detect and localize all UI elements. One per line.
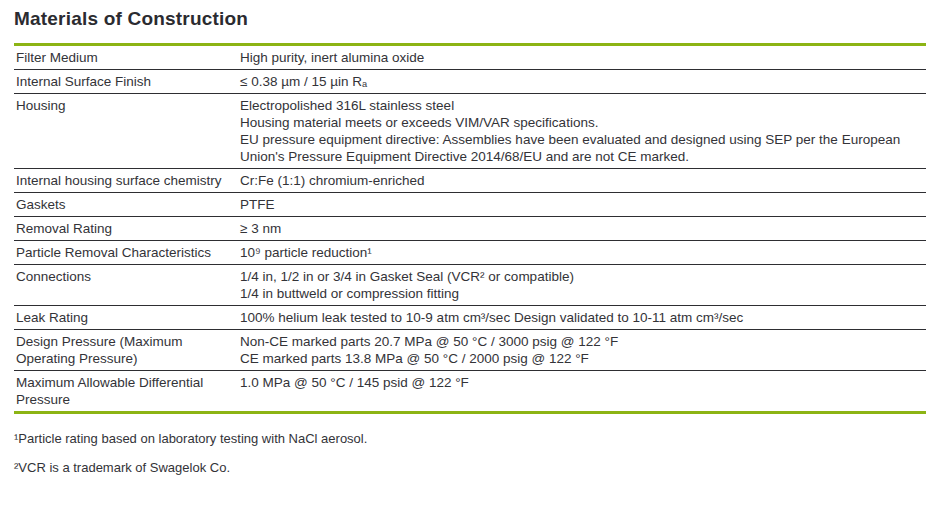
spec-value-line: Housing material meets or exceeds VIM/VA…: [240, 114, 905, 131]
table-row-internal-housing-surface-chemistry: Internal housing surface chemistry Cr:Fe…: [14, 169, 926, 193]
spec-value: 10⁹ particle reduction¹: [240, 244, 905, 261]
footnote-vcr-trademark: ²VCR is a trademark of Swagelok Co.: [14, 460, 926, 476]
spec-value-line: 1/4 in, 1/2 in or 3/4 in Gasket Seal (VC…: [240, 268, 905, 285]
spec-value-line: EU pressure equipment directive: Assembl…: [240, 131, 905, 165]
spec-value-line: ≥ 3 nm: [240, 220, 905, 237]
spec-value-line: 1/4 in buttweld or compression fitting: [240, 285, 905, 302]
spec-value-line: PTFE: [240, 196, 905, 213]
spec-value: ≥ 3 nm: [240, 220, 905, 237]
spec-value: 1.0 MPa @ 50 °C / 145 psid @ 122 °F: [240, 374, 905, 391]
spec-label: Connections: [16, 268, 240, 285]
spec-value-line: Non-CE marked parts 20.7 MPa @ 50 °C / 3…: [240, 333, 905, 350]
spec-value-line: 1.0 MPa @ 50 °C / 145 psid @ 122 °F: [240, 374, 905, 391]
materials-of-construction-page: Materials of Construction Filter Medium …: [0, 0, 926, 476]
spec-label: Internal housing surface chemistry: [16, 172, 240, 189]
spec-label: Particle Removal Characteristics: [16, 244, 240, 261]
table-row-particle-removal-characteristics: Particle Removal Characteristics 10⁹ par…: [14, 241, 926, 265]
spec-label: Removal Rating: [16, 220, 240, 237]
spec-value: Cr:Fe (1:1) chromium-enriched: [240, 172, 905, 189]
spec-value: Electropolished 316L stainless steel Hou…: [240, 97, 905, 165]
spec-value: High purity, inert alumina oxide: [240, 49, 905, 66]
spec-label: Maximum Allowable Differential Pressure: [16, 374, 240, 408]
table-row-leak-rating: Leak Rating 100% helium leak tested to 1…: [14, 306, 926, 330]
table-row-housing: Housing Electropolished 316L stainless s…: [14, 94, 926, 169]
spec-value-line: 10⁹ particle reduction¹: [240, 244, 905, 261]
table-row-removal-rating: Removal Rating ≥ 3 nm: [14, 217, 926, 241]
footnote-particle-rating: ¹Particle rating based on laboratory tes…: [14, 431, 926, 447]
table-row-gaskets: Gaskets PTFE: [14, 193, 926, 217]
spec-value-line: ≤ 0.38 µm / 15 µin Rₐ: [240, 73, 905, 90]
spec-value-line: Electropolished 316L stainless steel: [240, 97, 905, 114]
spec-label: Leak Rating: [16, 309, 240, 326]
spec-value-line: Cr:Fe (1:1) chromium-enriched: [240, 172, 905, 189]
page-title: Materials of Construction: [14, 8, 926, 30]
spec-label: Internal Surface Finish: [16, 73, 240, 90]
spec-value: 100% helium leak tested to 10-9 atm cm³/…: [240, 309, 905, 326]
spec-label: Filter Medium: [16, 49, 240, 66]
table-row-maximum-allowable-differential-pressure: Maximum Allowable Differential Pressure …: [14, 371, 926, 411]
footnotes-section: ¹Particle rating based on laboratory tes…: [14, 431, 926, 476]
spec-value-line: CE marked parts 13.8 MPa @ 50 °C / 2000 …: [240, 350, 905, 367]
spec-label: Gaskets: [16, 196, 240, 213]
spec-value: Non-CE marked parts 20.7 MPa @ 50 °C / 3…: [240, 333, 905, 367]
spec-label: Housing: [16, 97, 240, 114]
materials-spec-table: Filter Medium High purity, inert alumina…: [14, 43, 926, 414]
spec-value-line: High purity, inert alumina oxide: [240, 49, 905, 66]
table-row-connections: Connections 1/4 in, 1/2 in or 3/4 in Gas…: [14, 265, 926, 306]
spec-label: Design Pressure (Maximum Operating Press…: [16, 333, 240, 367]
spec-value: ≤ 0.38 µm / 15 µin Rₐ: [240, 73, 905, 90]
spec-value-line: 100% helium leak tested to 10-9 atm cm³/…: [240, 309, 905, 326]
table-row-internal-surface-finish: Internal Surface Finish ≤ 0.38 µm / 15 µ…: [14, 70, 926, 94]
table-row-filter-medium: Filter Medium High purity, inert alumina…: [14, 46, 926, 70]
spec-value: 1/4 in, 1/2 in or 3/4 in Gasket Seal (VC…: [240, 268, 905, 302]
spec-value: PTFE: [240, 196, 905, 213]
table-row-design-pressure: Design Pressure (Maximum Operating Press…: [14, 330, 926, 371]
